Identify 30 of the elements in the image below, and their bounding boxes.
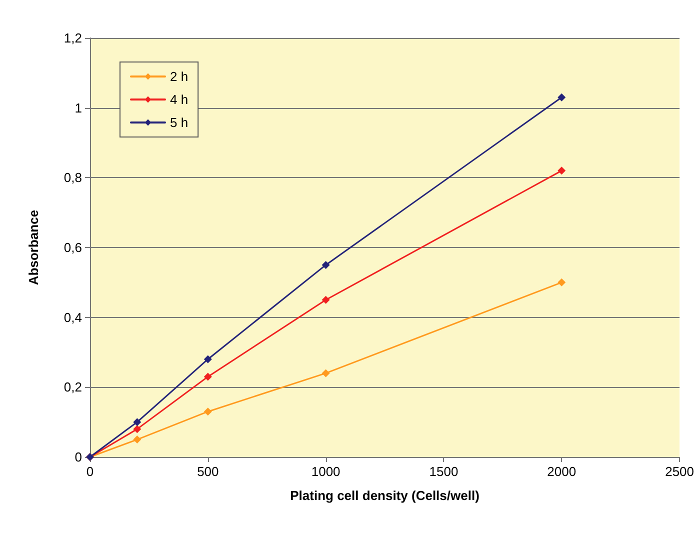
- legend-label: 5 h: [170, 115, 188, 130]
- point: [558, 278, 566, 286]
- point: [133, 425, 142, 434]
- x-tick-label: 0: [86, 464, 94, 479]
- point: [204, 372, 212, 381]
- point: [322, 260, 330, 269]
- point: [322, 296, 330, 304]
- y-tick-label: 1: [74, 100, 82, 116]
- point: [322, 369, 330, 378]
- point: [558, 166, 566, 175]
- y-tick-label: 1,2: [64, 30, 82, 46]
- y-tick-label: 0,6: [64, 240, 82, 255]
- y-tick-label: 0,4: [64, 310, 82, 325]
- legend-label: 2 h: [170, 69, 188, 84]
- point: [204, 355, 212, 364]
- point: [133, 418, 142, 426]
- x-tick-label: 2000: [547, 464, 576, 479]
- y-tick-label: 0,2: [64, 380, 82, 395]
- y-tick-label: 0,8: [64, 170, 82, 186]
- x-tick-label: 1500: [429, 464, 458, 479]
- point: [204, 408, 212, 416]
- point: [558, 93, 566, 102]
- y-tick-label: 0: [74, 450, 82, 464]
- x-tick-label: 500: [197, 464, 219, 479]
- y-axis-title: Absorbance: [26, 210, 41, 286]
- x-tick-label: 1000: [311, 464, 340, 479]
- legend-label: 4 h: [170, 92, 188, 107]
- x-tick-label: 2500: [665, 464, 694, 479]
- point: [133, 436, 142, 444]
- x-axis-title: Plating cell density (Cells/well): [290, 488, 480, 503]
